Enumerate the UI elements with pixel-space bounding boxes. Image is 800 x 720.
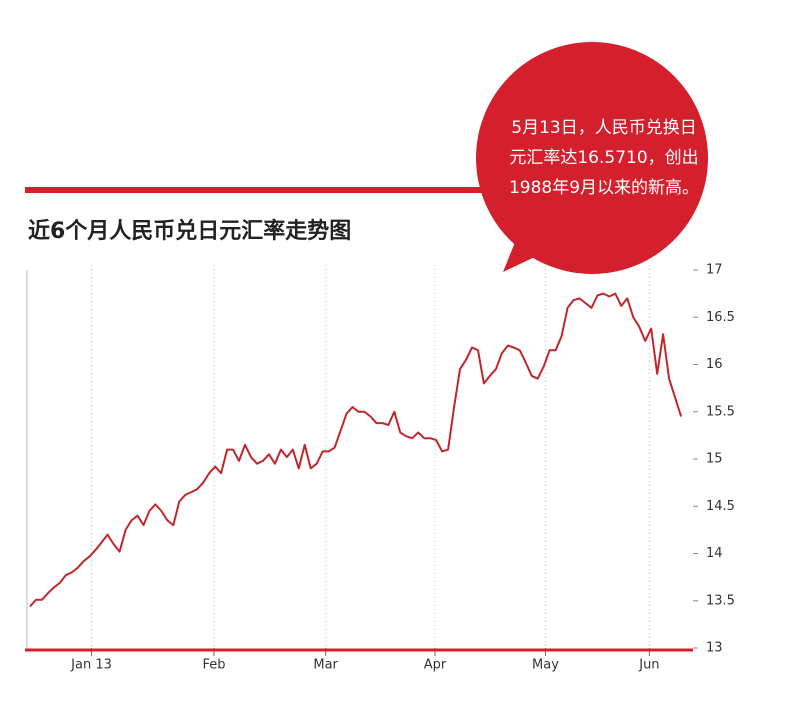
x-tick-label: Apr	[424, 658, 447, 673]
y-tick-label: 13	[706, 641, 723, 656]
y-tick-label: 15	[706, 452, 723, 467]
y-tick-label: 14	[706, 546, 723, 561]
y-tick-label: 14.5	[706, 499, 735, 514]
callout-bubble	[476, 42, 708, 274]
header-bar	[25, 187, 505, 193]
annotation-line: 5月13日，人民币兑换日	[511, 118, 696, 138]
callout: 5月13日，人民币兑换日 元汇率达16.5710，创出 1988年9月以来的新高…	[476, 42, 708, 274]
x-tick-label: Mar	[313, 658, 338, 673]
x-tick-label: Jan 13	[70, 658, 112, 673]
x-tick-label: Feb	[202, 658, 225, 673]
x-tick-label: May	[532, 658, 559, 673]
chart-title: 近6个月人民币兑日元汇率走势图	[28, 218, 351, 244]
series-line	[29, 292, 683, 608]
x-tick-label: Jun	[638, 658, 659, 673]
y-tick-label: 15.5	[706, 404, 735, 419]
annotation-line: 元汇率达16.5710，创出	[509, 148, 698, 168]
y-tick-label: 17	[706, 263, 723, 278]
annotation-line: 1988年9月以来的新高。	[509, 178, 699, 198]
y-tick-label: 16.5	[706, 310, 735, 325]
y-tick-label: 13.5	[706, 593, 735, 608]
y-tick-label: 16	[706, 357, 723, 372]
